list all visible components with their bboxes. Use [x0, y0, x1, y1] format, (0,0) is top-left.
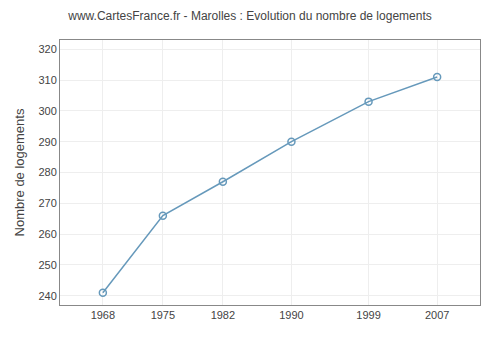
svg-text:Nombre de logements: Nombre de logements	[12, 108, 27, 236]
svg-text:1975: 1975	[151, 309, 175, 321]
svg-text:www.CartesFrance.fr - Marolles: www.CartesFrance.fr - Marolles : Evoluti…	[67, 9, 432, 23]
svg-text:1990: 1990	[279, 309, 303, 321]
svg-text:320: 320	[38, 43, 56, 55]
svg-text:240: 240	[38, 290, 56, 302]
svg-text:300: 300	[38, 105, 56, 117]
svg-text:270: 270	[38, 197, 56, 209]
svg-text:310: 310	[38, 74, 56, 86]
svg-text:260: 260	[38, 228, 56, 240]
svg-text:1999: 1999	[356, 309, 380, 321]
svg-text:2007: 2007	[425, 309, 449, 321]
svg-text:1982: 1982	[211, 309, 235, 321]
svg-text:250: 250	[38, 259, 56, 271]
svg-text:1968: 1968	[91, 309, 115, 321]
svg-text:280: 280	[38, 166, 56, 178]
svg-text:290: 290	[38, 136, 56, 148]
